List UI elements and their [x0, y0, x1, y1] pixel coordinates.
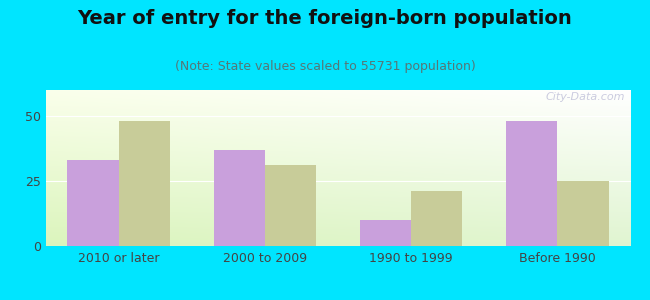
Bar — [118, 121, 170, 246]
Text: Year of entry for the foreign-born population: Year of entry for the foreign-born popul… — [77, 9, 573, 28]
Bar — [265, 165, 316, 246]
Bar — [506, 121, 558, 246]
Bar — [360, 220, 411, 246]
Text: City-Data.com: City-Data.com — [545, 92, 625, 102]
Bar — [68, 160, 118, 246]
Text: (Note: State values scaled to 55731 population): (Note: State values scaled to 55731 popu… — [175, 60, 475, 73]
Bar — [214, 150, 265, 246]
Bar — [558, 181, 608, 246]
Bar — [411, 191, 462, 246]
